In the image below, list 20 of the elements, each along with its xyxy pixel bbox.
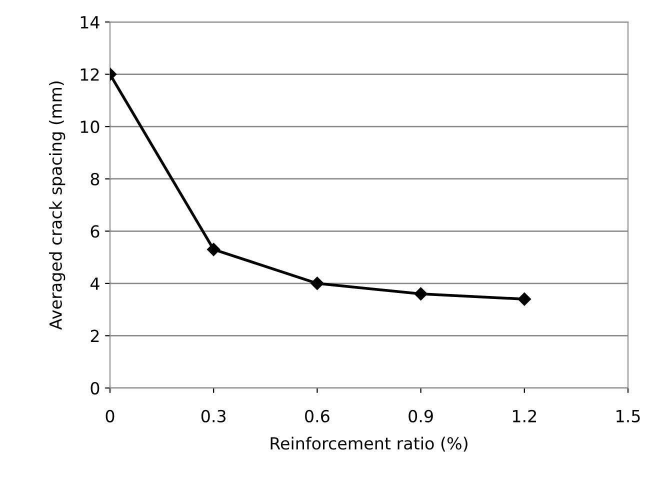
x-tick-label: 0 (106, 410, 114, 422)
y-tick-label: 6 (90, 225, 100, 238)
y-tick-label: 8 (90, 172, 100, 186)
y-tick-label: 4 (90, 278, 100, 290)
y-tick-label: 14 (80, 16, 100, 28)
x-tick-label: 1.2 (512, 410, 536, 422)
point (414, 287, 428, 300)
y-axis-title: Averaged crack spacing (mm) (49, 82, 66, 330)
y-tick-label: 2 (90, 330, 99, 342)
point (310, 276, 324, 290)
x-tick-label: 1.5 (616, 410, 640, 422)
x-tick-label: 0.9 (408, 410, 433, 422)
y-tick-label: 12 (80, 68, 99, 81)
x-axis-title: Reinforcement ratio (%) (270, 436, 468, 452)
x-tick-label: 0.3 (201, 410, 226, 422)
x-tick-label: 0.6 (305, 410, 330, 422)
point (207, 242, 220, 256)
y-tick-label: 0 (90, 382, 100, 395)
y-tick-label: 10 (80, 120, 100, 134)
point (518, 292, 531, 306)
